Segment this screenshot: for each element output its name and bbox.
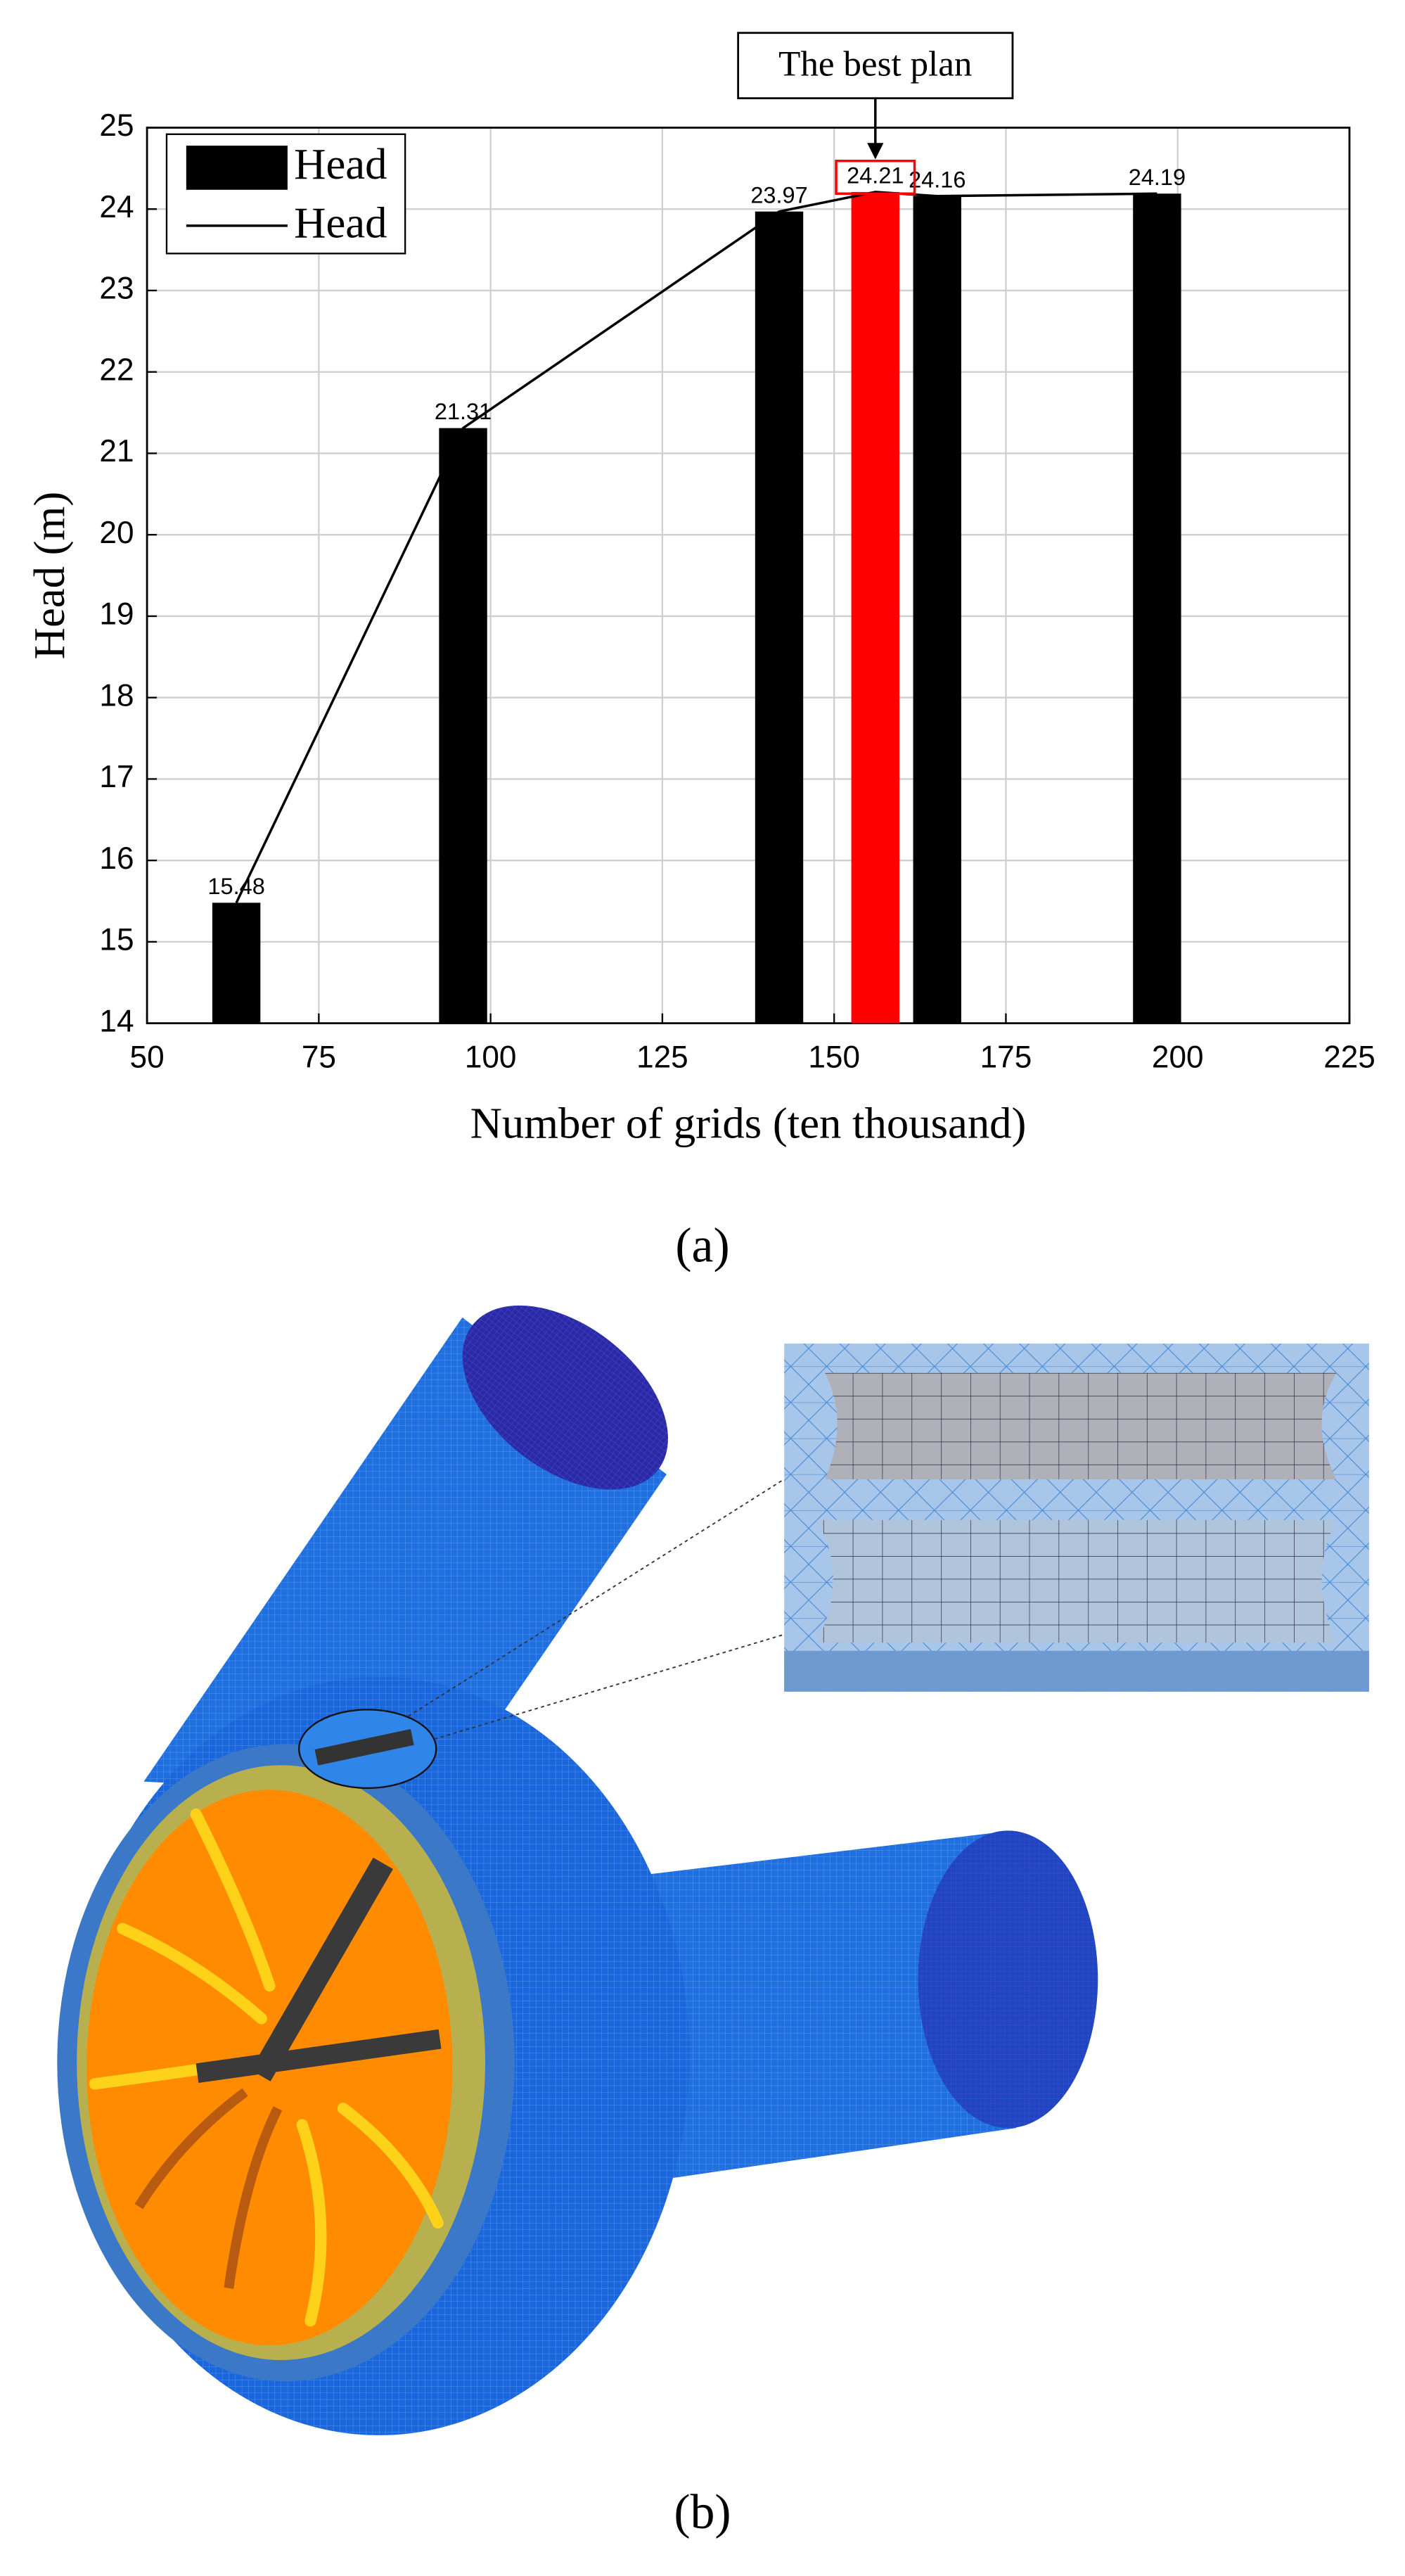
plot-frame bbox=[146, 127, 1351, 1025]
blade bbox=[296, 2119, 327, 2327]
blades bbox=[89, 1808, 444, 2327]
bar bbox=[212, 903, 261, 1024]
chart: 14 15 16 17 18 19 20 21 22 23 24 25 50 75 100 125 150 175… bbox=[25, 32, 1375, 1148]
x-axis-title: Number of grids (ten thousand) bbox=[470, 1099, 1027, 1148]
inset-tube-mesh bbox=[825, 1372, 1337, 1479]
legend-label: Head bbox=[294, 198, 387, 248]
legend-swatch bbox=[186, 146, 288, 190]
blade bbox=[190, 1808, 276, 1992]
mesh-image bbox=[57, 1305, 1369, 2435]
value-label: 24.19 bbox=[1129, 165, 1186, 190]
y-tick-label: 18 bbox=[99, 678, 134, 713]
value-label: 23.97 bbox=[750, 182, 807, 208]
bar bbox=[755, 211, 804, 1024]
line bbox=[235, 191, 1157, 904]
outlet-end-mesh bbox=[918, 1830, 1098, 2129]
panel-label: (a) bbox=[675, 1219, 729, 1273]
x-tick-label: 200 bbox=[1152, 1040, 1204, 1074]
y-tick-label: 15 bbox=[99, 923, 134, 957]
inlet-end-mesh bbox=[462, 1305, 668, 1490]
annotation: The best plan bbox=[778, 44, 972, 84]
arrow-head bbox=[867, 143, 884, 160]
value-label: 21.31 bbox=[435, 399, 492, 424]
y-tick-label: 19 bbox=[99, 597, 134, 632]
x-tick-label: 150 bbox=[808, 1040, 860, 1074]
blade bbox=[337, 2103, 444, 2229]
y-tick-label: 23 bbox=[99, 272, 134, 306]
bar bbox=[439, 428, 487, 1024]
y-tick-label: 25 bbox=[99, 108, 134, 143]
bar bbox=[851, 191, 900, 1024]
inset-tube-mesh bbox=[816, 1519, 1337, 1643]
value-label: 24.16 bbox=[909, 167, 965, 192]
y-tick-label: 24 bbox=[99, 190, 134, 224]
bar bbox=[913, 196, 961, 1024]
y-tick-label: 20 bbox=[99, 516, 134, 550]
value-label: 24.21 bbox=[847, 163, 904, 189]
x-tick-label: 225 bbox=[1323, 1040, 1375, 1074]
inset-bottom bbox=[784, 1650, 1369, 1692]
y-tick-label: 17 bbox=[99, 760, 134, 794]
y-tick-label: 14 bbox=[99, 1004, 134, 1038]
legend-label: Head bbox=[294, 139, 387, 189]
value-label: 15.48 bbox=[207, 874, 264, 899]
x-tick-label: 100 bbox=[465, 1040, 517, 1074]
panel-label: (b) bbox=[674, 2485, 731, 2539]
blade bbox=[224, 2106, 283, 2289]
y-tick-label: 22 bbox=[99, 352, 134, 387]
zoom-part bbox=[314, 1728, 414, 1766]
shaft-blade bbox=[250, 1857, 393, 2081]
blade bbox=[134, 2088, 248, 2210]
blades-shadow bbox=[134, 2088, 283, 2289]
outlet-pipe-mesh bbox=[604, 1830, 1017, 2182]
zoom-line bbox=[408, 1479, 785, 1717]
x-tick-label: 50 bbox=[130, 1040, 165, 1074]
highlight-box bbox=[835, 160, 916, 195]
y-tick-label: 16 bbox=[99, 841, 134, 876]
y-tick-label: 21 bbox=[99, 434, 134, 468]
zoom-line bbox=[434, 1633, 785, 1740]
blade bbox=[117, 1923, 267, 2025]
bar bbox=[1133, 193, 1181, 1024]
x-tick-label: 175 bbox=[980, 1040, 1032, 1074]
x-tick-label: 125 bbox=[636, 1040, 688, 1074]
x-tick-label: 75 bbox=[302, 1040, 336, 1074]
y-axis-title: Head (m) bbox=[25, 492, 74, 660]
